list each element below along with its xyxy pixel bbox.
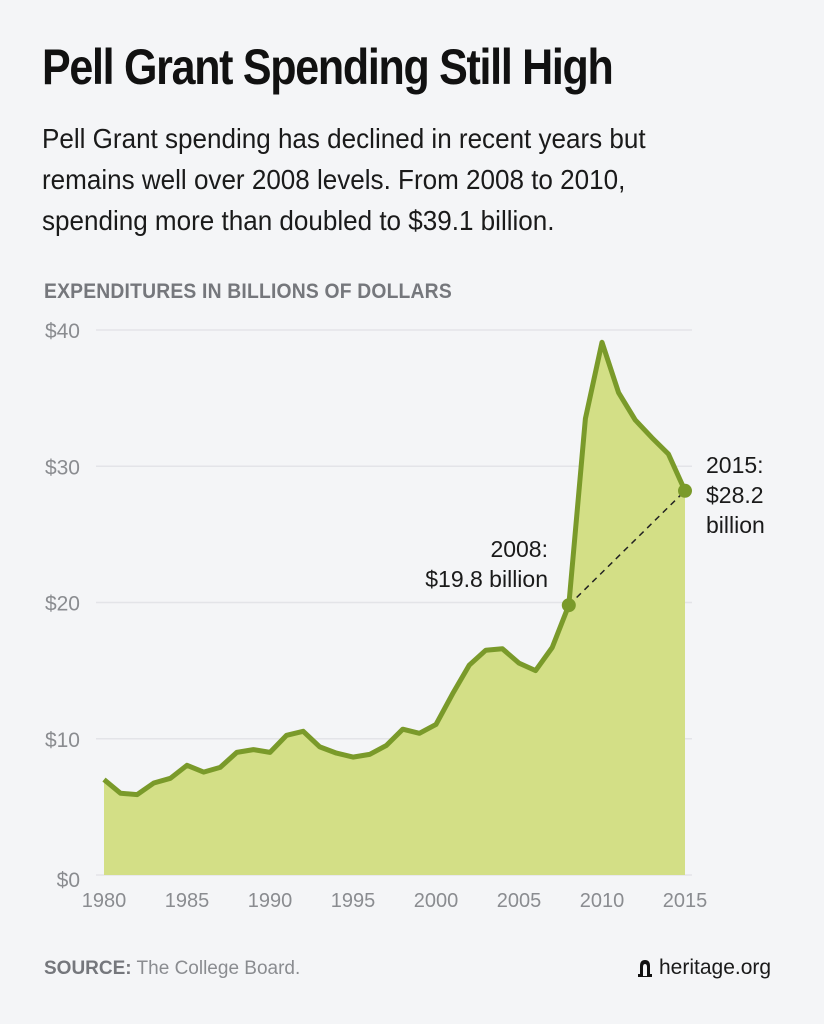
source-label: SOURCE:: [44, 958, 132, 979]
y-tick-label: $20: [45, 593, 80, 616]
y-tick-label: $30: [45, 456, 80, 479]
x-tick-label: 2010: [580, 890, 625, 912]
subtitle-line: Pell Grant spending has declined in rece…: [42, 123, 646, 154]
x-axis-ticks: 1980 1985 1990 1995 2000 2005 2010 2015: [82, 890, 708, 912]
x-tick-label: 1990: [248, 890, 293, 912]
annotation-label: $19.8 billion: [425, 566, 548, 592]
chart-subtitle: Pell Grant spending has declined in rece…: [42, 118, 749, 241]
subtitle-line: spending more than doubled to $39.1 bill…: [42, 205, 555, 236]
source-note: SOURCE: The College Board.: [44, 958, 300, 980]
y-axis-label: EXPENDITURES IN BILLIONS OF DOLLARS: [44, 280, 452, 303]
annotation-marker: [678, 483, 692, 498]
subtitle-line: remains well over 2008 levels. From 2008…: [42, 164, 626, 195]
x-tick-label: 1985: [165, 890, 210, 912]
y-tick-label: $10: [45, 729, 80, 752]
annotation-label: 2015:: [706, 452, 764, 478]
chart-title: Pell Grant Spending Still High: [42, 39, 614, 95]
source-text: The College Board.: [131, 958, 301, 979]
brand-link[interactable]: heritage.org: [637, 956, 771, 980]
annotation-marker: [561, 598, 576, 613]
x-tick-label: 2005: [497, 890, 542, 912]
annotation-label: 2008:: [490, 536, 548, 562]
y-axis-ticks: $0 $10 $20 $30 $40: [45, 320, 80, 892]
annotation-label: billion: [706, 512, 765, 538]
x-tick-label: 1995: [331, 890, 376, 912]
brand-text: heritage.org: [659, 956, 772, 979]
x-tick-label: 2015: [663, 890, 708, 912]
annotations: 2008: $19.8 billion 2015: $28.2 billion: [425, 452, 765, 613]
annotation-label: $28.2: [706, 482, 764, 508]
y-tick-label: $40: [45, 320, 80, 343]
dashed-reference-line: [568, 490, 686, 606]
area-fill: [104, 342, 685, 875]
x-tick-label: 1980: [82, 890, 127, 912]
y-tick-label: $0: [57, 869, 80, 892]
liberty-bell-icon: [638, 960, 652, 977]
x-tick-label: 2000: [414, 890, 459, 912]
data-line: [102, 339, 688, 798]
